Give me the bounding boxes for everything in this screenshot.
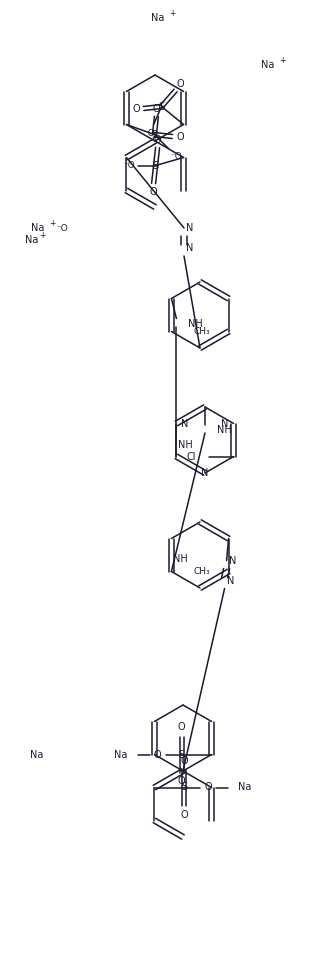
Text: Na: Na	[30, 749, 43, 760]
Text: N: N	[186, 243, 193, 253]
Text: +: +	[169, 9, 175, 17]
Text: Na: Na	[151, 13, 165, 23]
Text: O: O	[177, 79, 184, 88]
Text: O: O	[178, 777, 185, 787]
Text: +: +	[49, 218, 55, 227]
Text: O: O	[154, 134, 161, 145]
Text: S: S	[152, 161, 158, 171]
Text: N: N	[227, 576, 234, 585]
Text: Na: Na	[261, 60, 275, 70]
Text: ⁻O: ⁻O	[171, 152, 182, 161]
Text: N: N	[186, 223, 193, 233]
Text: N: N	[201, 468, 209, 478]
Text: ⁻O: ⁻O	[144, 129, 155, 138]
Text: N: N	[229, 556, 236, 565]
Text: O: O	[150, 187, 158, 196]
Text: S: S	[178, 749, 184, 760]
Text: Na: Na	[238, 783, 252, 792]
Text: O: O	[178, 722, 185, 733]
Text: Na: Na	[114, 749, 127, 760]
Text: ⁻O: ⁻O	[124, 161, 135, 170]
Text: NH: NH	[188, 318, 203, 329]
Text: Na: Na	[25, 235, 38, 245]
Text: +: +	[279, 56, 285, 64]
Text: NH: NH	[173, 555, 188, 564]
Text: O: O	[177, 131, 184, 142]
Text: CH₃: CH₃	[194, 327, 210, 336]
Text: S: S	[158, 102, 165, 111]
Text: O: O	[181, 756, 188, 765]
Text: Cl: Cl	[186, 451, 196, 462]
Text: O: O	[204, 783, 212, 792]
Text: O: O	[152, 103, 160, 113]
Text: N: N	[221, 419, 229, 428]
Text: O: O	[154, 749, 161, 760]
Text: N: N	[181, 419, 189, 428]
Text: +: +	[39, 231, 45, 240]
Text: S: S	[181, 783, 187, 792]
Text: Na: Na	[31, 223, 45, 233]
Text: CH₃: CH₃	[194, 567, 210, 576]
Text: NH: NH	[217, 425, 232, 435]
Text: S: S	[151, 129, 158, 140]
Text: NH: NH	[178, 440, 193, 449]
Text: ⁻O: ⁻O	[56, 223, 68, 233]
Text: O: O	[133, 103, 140, 113]
Text: O: O	[181, 810, 188, 819]
